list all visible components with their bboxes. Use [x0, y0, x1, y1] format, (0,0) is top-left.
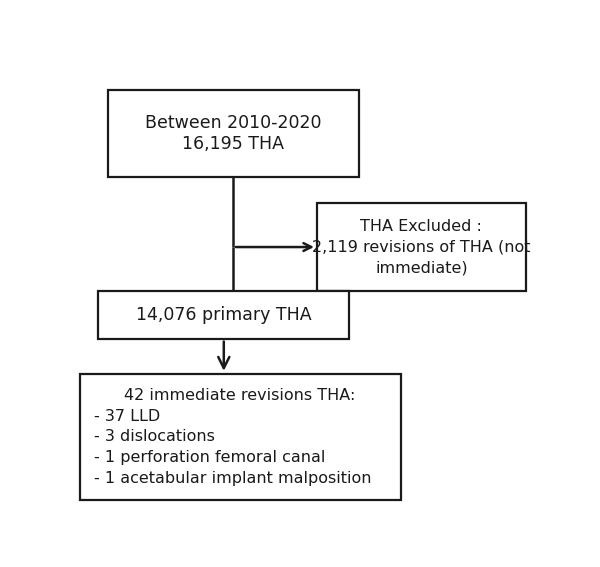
Text: - 37 LLD: - 37 LLD — [94, 408, 160, 424]
Bar — [98, 291, 349, 338]
Text: 16,195 THA: 16,195 THA — [182, 135, 284, 153]
Text: 42 immediate revisions THA:: 42 immediate revisions THA: — [124, 388, 356, 403]
Text: Between 2010-2020: Between 2010-2020 — [145, 114, 322, 132]
Text: THA Excluded :: THA Excluded : — [361, 219, 482, 234]
Text: 2,119 revisions of THA (not: 2,119 revisions of THA (not — [312, 239, 530, 255]
Text: - 3 dislocations: - 3 dislocations — [94, 429, 214, 445]
Text: - 1 perforation femoral canal: - 1 perforation femoral canal — [94, 450, 325, 466]
Bar — [107, 90, 359, 177]
Bar — [80, 374, 401, 500]
Text: immediate): immediate) — [375, 260, 468, 276]
Bar — [317, 204, 526, 291]
Text: 14,076 primary THA: 14,076 primary THA — [136, 306, 311, 324]
Text: - 1 acetabular implant malposition: - 1 acetabular implant malposition — [94, 471, 371, 486]
